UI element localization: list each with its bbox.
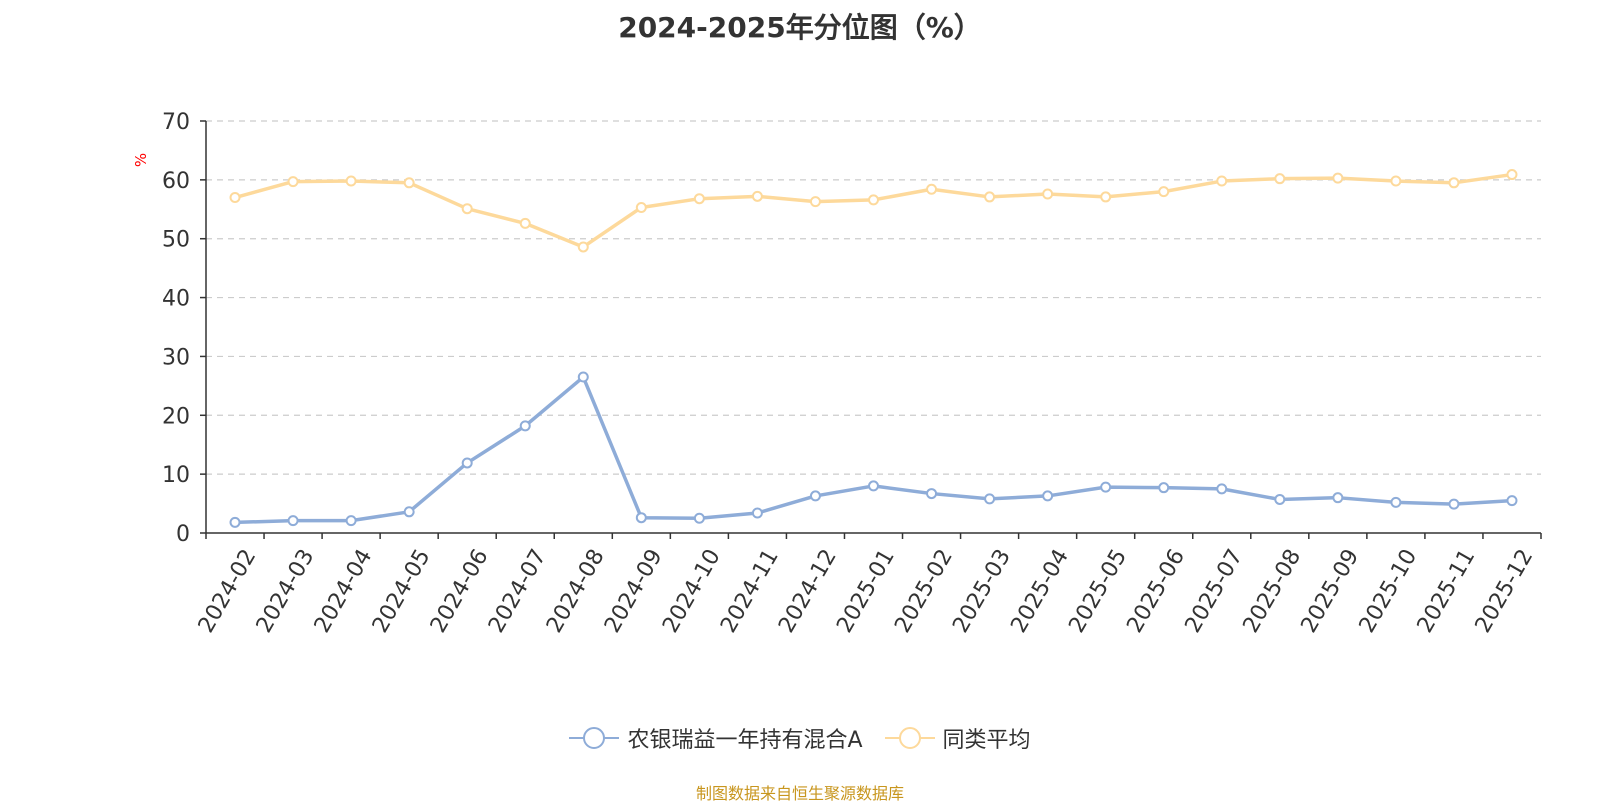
series-point-0 bbox=[868, 480, 879, 492]
y-tick-label: 60 bbox=[162, 169, 190, 194]
x-tick-label: 2024-12 bbox=[774, 545, 842, 637]
x-tick-label: 2024-05 bbox=[368, 545, 436, 637]
series-point-0 bbox=[984, 493, 996, 505]
series-point-0 bbox=[229, 516, 241, 528]
legend-symbol-icon bbox=[884, 727, 935, 749]
x-tick-label: 2024-08 bbox=[542, 545, 610, 637]
series-point-0 bbox=[751, 507, 763, 519]
series-point-1 bbox=[809, 196, 821, 208]
x-tick-label: 2024-06 bbox=[426, 545, 494, 637]
x-tick-label: 2025-03 bbox=[948, 545, 1016, 637]
legend-item-1[interactable]: 同类平均 bbox=[884, 722, 1031, 754]
series-point-0 bbox=[345, 515, 357, 527]
series-point-1 bbox=[1216, 175, 1228, 187]
x-tick-label: 2024-09 bbox=[600, 545, 668, 637]
series-point-1 bbox=[751, 190, 763, 202]
series-point-1 bbox=[984, 191, 996, 203]
legend-label: 农银瑞益一年持有混合A bbox=[627, 728, 863, 753]
series-point-0 bbox=[1332, 492, 1344, 504]
x-tick-label: 2024-10 bbox=[658, 545, 726, 637]
series-point-0 bbox=[1158, 482, 1170, 494]
y-tick-label: 10 bbox=[162, 463, 190, 488]
series-line-1 bbox=[233, 172, 1514, 249]
series-point-0 bbox=[1448, 498, 1460, 510]
series-point-1 bbox=[1100, 191, 1112, 203]
series-point-1 bbox=[693, 193, 705, 205]
series-point-1 bbox=[868, 194, 879, 206]
gridlines bbox=[206, 120, 1541, 475]
x-tick-label: 2024-03 bbox=[252, 545, 320, 637]
series-line-0 bbox=[233, 375, 1514, 525]
series-point-1 bbox=[1042, 188, 1054, 200]
series-point-1 bbox=[1390, 175, 1402, 187]
y-tick-label: 0 bbox=[176, 522, 190, 547]
series-point-1 bbox=[287, 176, 299, 188]
series-point-1 bbox=[1448, 177, 1460, 189]
legend-item-0[interactable]: 农银瑞益一年持有混合A bbox=[569, 722, 863, 754]
series-point-0 bbox=[926, 488, 938, 500]
series-point-0 bbox=[577, 371, 589, 383]
series-point-0 bbox=[1100, 481, 1112, 493]
x-tick-label: 2025-07 bbox=[1181, 545, 1249, 637]
x-tick-label: 2025-08 bbox=[1239, 545, 1307, 637]
y-tick-label: 50 bbox=[162, 228, 190, 253]
series-point-1 bbox=[577, 241, 589, 253]
series-point-1 bbox=[345, 175, 357, 187]
chart-title: 2024-2025年分位图（%） bbox=[618, 11, 982, 44]
series-point-0 bbox=[461, 457, 473, 469]
series-points bbox=[229, 169, 1518, 528]
series-point-1 bbox=[1158, 186, 1170, 198]
legend: 农银瑞益一年持有混合A 同类平均 bbox=[0, 722, 1600, 754]
source-note: 制图数据来自恒生聚源数据库 bbox=[695, 784, 904, 803]
series-lines bbox=[233, 172, 1514, 525]
series-point-0 bbox=[693, 512, 705, 524]
series-point-0 bbox=[1274, 493, 1286, 505]
legend-label: 同类平均 bbox=[942, 728, 1031, 753]
y-tick-label: 40 bbox=[162, 287, 190, 312]
series-point-0 bbox=[1216, 483, 1228, 495]
series-point-0 bbox=[1506, 495, 1518, 507]
series-point-0 bbox=[1390, 496, 1402, 508]
x-tick-label: 2024-02 bbox=[194, 545, 262, 637]
y-tick-label: 70 bbox=[162, 110, 190, 135]
series-point-1 bbox=[519, 217, 531, 229]
series-point-0 bbox=[1042, 490, 1054, 502]
x-tick-label: 2025-09 bbox=[1297, 545, 1365, 637]
series-point-1 bbox=[1274, 173, 1286, 185]
series-point-1 bbox=[1332, 172, 1344, 184]
y-tick-label: 20 bbox=[162, 404, 190, 429]
y-axis-label: % bbox=[132, 153, 150, 167]
x-tick-label: 2024-11 bbox=[716, 545, 784, 637]
x-tick-label: 2025-12 bbox=[1471, 545, 1539, 637]
x-tick-label: 2025-01 bbox=[832, 545, 900, 637]
series-point-0 bbox=[635, 512, 647, 524]
x-tick-label: 2025-04 bbox=[1006, 545, 1074, 637]
series-point-0 bbox=[287, 515, 299, 527]
x-tick-label: 2025-10 bbox=[1355, 545, 1423, 637]
series-point-0 bbox=[403, 506, 415, 518]
x-tick-label: 2024-07 bbox=[484, 545, 552, 637]
x-tick-label: 2025-02 bbox=[890, 545, 958, 637]
x-axis: 2024-022024-032024-042024-052024-062024-… bbox=[194, 532, 1542, 637]
x-tick-label: 2025-06 bbox=[1122, 545, 1190, 637]
series-point-1 bbox=[1506, 169, 1518, 181]
y-axis: 0 10 20 30 40 50 60 70 bbox=[162, 110, 207, 547]
series-point-1 bbox=[926, 183, 938, 195]
x-tick-label: 2025-11 bbox=[1413, 545, 1481, 637]
x-tick-label: 2024-04 bbox=[310, 545, 378, 637]
series-point-1 bbox=[635, 202, 647, 214]
x-tick-label: 2025-05 bbox=[1064, 545, 1132, 637]
series-point-0 bbox=[809, 490, 821, 502]
series-point-0 bbox=[519, 420, 531, 432]
legend-symbol-icon bbox=[569, 727, 620, 749]
series-point-1 bbox=[229, 192, 241, 204]
series-point-1 bbox=[461, 203, 473, 215]
y-tick-label: 30 bbox=[162, 345, 190, 370]
series-point-1 bbox=[403, 177, 415, 189]
